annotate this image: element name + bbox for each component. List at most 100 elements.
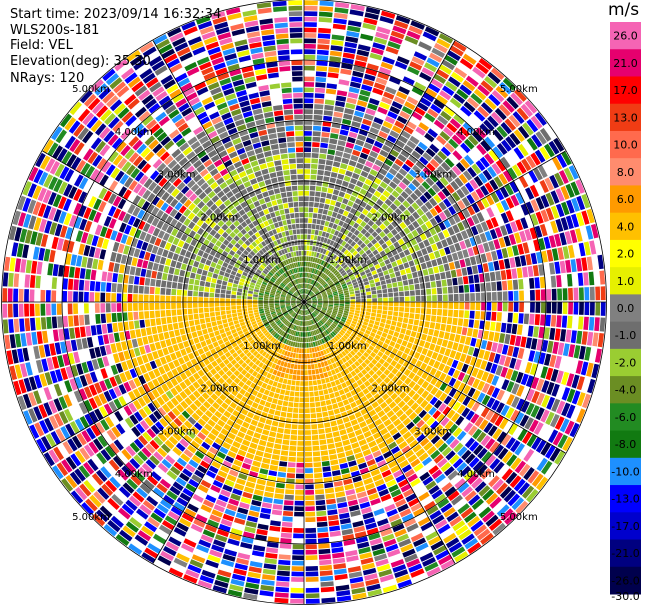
range-gate — [443, 126, 454, 137]
range-gate — [338, 267, 344, 273]
range-gate — [340, 227, 346, 234]
range-gate — [431, 243, 438, 252]
range-gate — [368, 345, 375, 351]
range-gate — [282, 516, 293, 522]
range-gate — [304, 446, 312, 452]
range-gate — [488, 261, 495, 272]
range-gate — [277, 565, 291, 571]
range-gate — [364, 315, 370, 320]
range-gate — [489, 412, 500, 424]
range-gate — [511, 383, 520, 395]
range-gate — [591, 363, 600, 379]
range-gate — [324, 170, 331, 177]
range-gate — [146, 327, 152, 336]
range-gate — [325, 377, 330, 383]
range-gate — [275, 482, 285, 489]
range-gate — [399, 221, 407, 230]
range-gate — [448, 76, 461, 88]
range-gate — [404, 347, 411, 355]
range-gate — [84, 314, 90, 325]
range-gate — [580, 361, 589, 376]
range-gate — [519, 463, 531, 477]
range-gate — [372, 431, 382, 440]
range-gate — [379, 373, 387, 381]
range-gate — [462, 80, 476, 92]
range-gate — [305, 457, 313, 463]
range-gate — [340, 370, 346, 377]
range-gate — [301, 326, 303, 332]
range-gate — [466, 365, 474, 375]
range-gate — [310, 320, 313, 325]
range-gate — [377, 293, 383, 298]
range-gate — [425, 314, 431, 322]
range-gate — [183, 340, 190, 348]
range-gate — [296, 451, 304, 457]
range-gate — [280, 532, 292, 538]
range-gate — [336, 326, 341, 331]
range-gate — [450, 412, 460, 423]
range-gate — [307, 289, 310, 295]
range-gate — [506, 381, 515, 393]
range-gate — [564, 420, 575, 435]
range-gate — [306, 245, 310, 251]
range-gate — [423, 500, 436, 511]
range-gate — [516, 398, 525, 411]
range-gate — [311, 286, 315, 291]
range-gate — [309, 245, 313, 251]
range-gate — [376, 483, 387, 492]
range-gate — [418, 41, 432, 52]
range-gate — [399, 296, 405, 302]
range-gate — [135, 329, 142, 338]
range-gate — [576, 330, 583, 344]
range-gate — [412, 374, 420, 383]
range-gate — [496, 343, 504, 354]
range-gate — [209, 307, 215, 312]
range-gate — [305, 576, 319, 582]
range-gate — [282, 378, 288, 384]
range-gate — [327, 245, 332, 251]
range-gate — [325, 329, 330, 335]
range-gate — [387, 224, 395, 231]
range-gate — [466, 266, 473, 275]
range-gate — [432, 514, 445, 525]
range-gate — [389, 427, 399, 436]
range-gate — [284, 428, 291, 435]
range-gate — [382, 176, 391, 185]
range-gate — [214, 297, 220, 302]
range-gate — [231, 298, 236, 302]
range-gate — [457, 482, 470, 494]
range-gate — [556, 315, 562, 328]
range-gate — [436, 353, 444, 362]
range-gate — [336, 590, 351, 597]
range-gate — [413, 277, 419, 284]
range-gate — [13, 288, 19, 302]
range-gate — [362, 449, 372, 457]
range-gate — [262, 429, 270, 436]
range-gate — [214, 307, 220, 312]
range-gate — [391, 220, 399, 228]
range-gate — [440, 502, 453, 513]
range-gate — [475, 302, 481, 311]
range-gate — [304, 103, 314, 109]
range-gate — [473, 320, 480, 329]
range-gate — [341, 528, 354, 536]
range-gate — [358, 249, 365, 256]
range-gate — [555, 188, 565, 202]
range-gate — [396, 422, 405, 431]
range-gate — [520, 217, 529, 229]
range-gate — [535, 197, 545, 210]
range-gate — [408, 183, 417, 192]
range-gate — [320, 319, 325, 324]
range-gate — [324, 323, 329, 328]
range-gate — [364, 12, 379, 20]
range-gate — [335, 150, 344, 157]
range-gate — [313, 268, 317, 274]
range-gate — [352, 592, 367, 600]
range-gate — [406, 96, 419, 106]
range-gate — [429, 207, 438, 217]
range-gate — [324, 315, 329, 320]
range-gate — [349, 311, 355, 315]
range-gate — [487, 166, 497, 178]
range-gate — [324, 276, 329, 281]
range-gate — [278, 466, 287, 472]
